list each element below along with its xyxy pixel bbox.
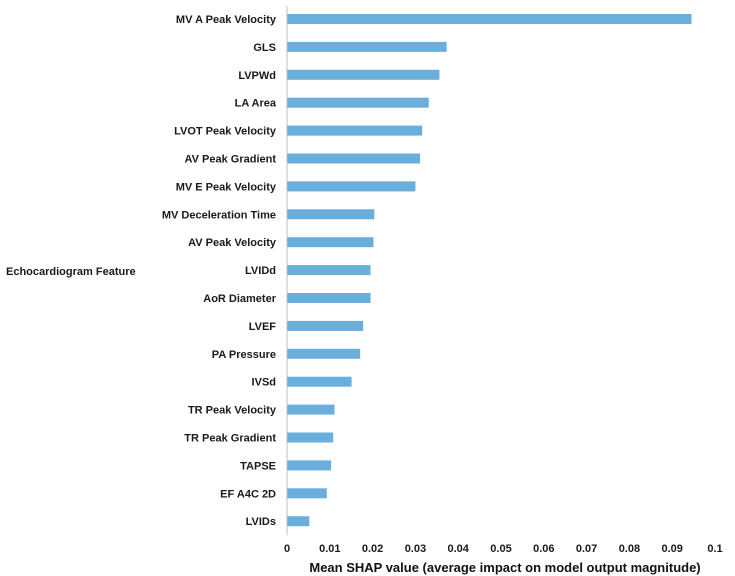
x-tick-label: 0.09 [661, 543, 682, 555]
x-tick-label: 0.1 [707, 543, 722, 555]
bar [287, 460, 332, 471]
x-tick-label: 0.01 [319, 543, 340, 555]
x-tick-label: 0.07 [576, 543, 597, 555]
category-label: LVIDd [245, 265, 276, 277]
x-tick-label: 0.06 [533, 543, 554, 555]
category-label: LVOT Peak Velocity [174, 126, 277, 138]
x-tick-label: 0.08 [619, 543, 640, 555]
category-labels: MV A Peak Velocity GLS LVPWd LA Area LVOT Pe… [162, 14, 277, 528]
category-label: TR Peak Velocity [188, 405, 277, 417]
bar [287, 320, 364, 331]
bars-layer [287, 14, 692, 527]
x-tick-label: 0.02 [362, 543, 383, 555]
category-label: EF A4C 2D [220, 488, 276, 500]
category-label: AV Peak Gradient [185, 154, 277, 166]
category-label: LVIDs [246, 516, 276, 528]
category-label: TR Peak Gradient [184, 433, 276, 445]
category-label: MV A Peak Velocity [176, 14, 277, 26]
category-label: LVPWd [238, 70, 276, 82]
bar [287, 97, 429, 108]
category-label: LVEF [249, 321, 277, 333]
category-label: AV Peak Velocity [188, 237, 277, 249]
bar [287, 404, 335, 415]
bar [287, 432, 334, 443]
bar [287, 69, 440, 80]
x-tick-label: 0.03 [405, 543, 426, 555]
category-label: AoR Diameter [203, 293, 276, 305]
bar [287, 348, 361, 359]
category-label: IVSd [252, 377, 276, 389]
category-label: GLS [253, 42, 276, 54]
bar [287, 516, 310, 527]
category-label: MV E Peak Velocity [176, 181, 277, 193]
x-tick-label: 0.04 [447, 543, 469, 555]
category-label: LA Area [235, 98, 277, 110]
bar [287, 209, 375, 220]
x-tick-labels: 0 0.01 0.02 0.03 0.04 0.05 0.06 0.07 0.08 0.09 0.1 [284, 543, 723, 555]
category-label: TAPSE [240, 460, 276, 472]
bar [287, 376, 352, 387]
bar [287, 265, 371, 276]
category-label: PA Pressure [212, 349, 276, 361]
bar [287, 153, 421, 164]
x-tick-label: 0 [284, 543, 290, 555]
x-tick-label: 0.05 [490, 543, 511, 555]
category-label: MV Deceleration Time [162, 209, 276, 221]
bar [287, 41, 447, 52]
bar [287, 181, 416, 192]
bar [287, 14, 692, 24]
bar [287, 125, 423, 136]
x-axis-title: Mean SHAP value (average impact on model… [309, 560, 700, 575]
y-axis-title: Echocardiogram Feature [6, 266, 136, 278]
bar [287, 488, 327, 499]
bar [287, 237, 374, 248]
bar [287, 293, 371, 303]
